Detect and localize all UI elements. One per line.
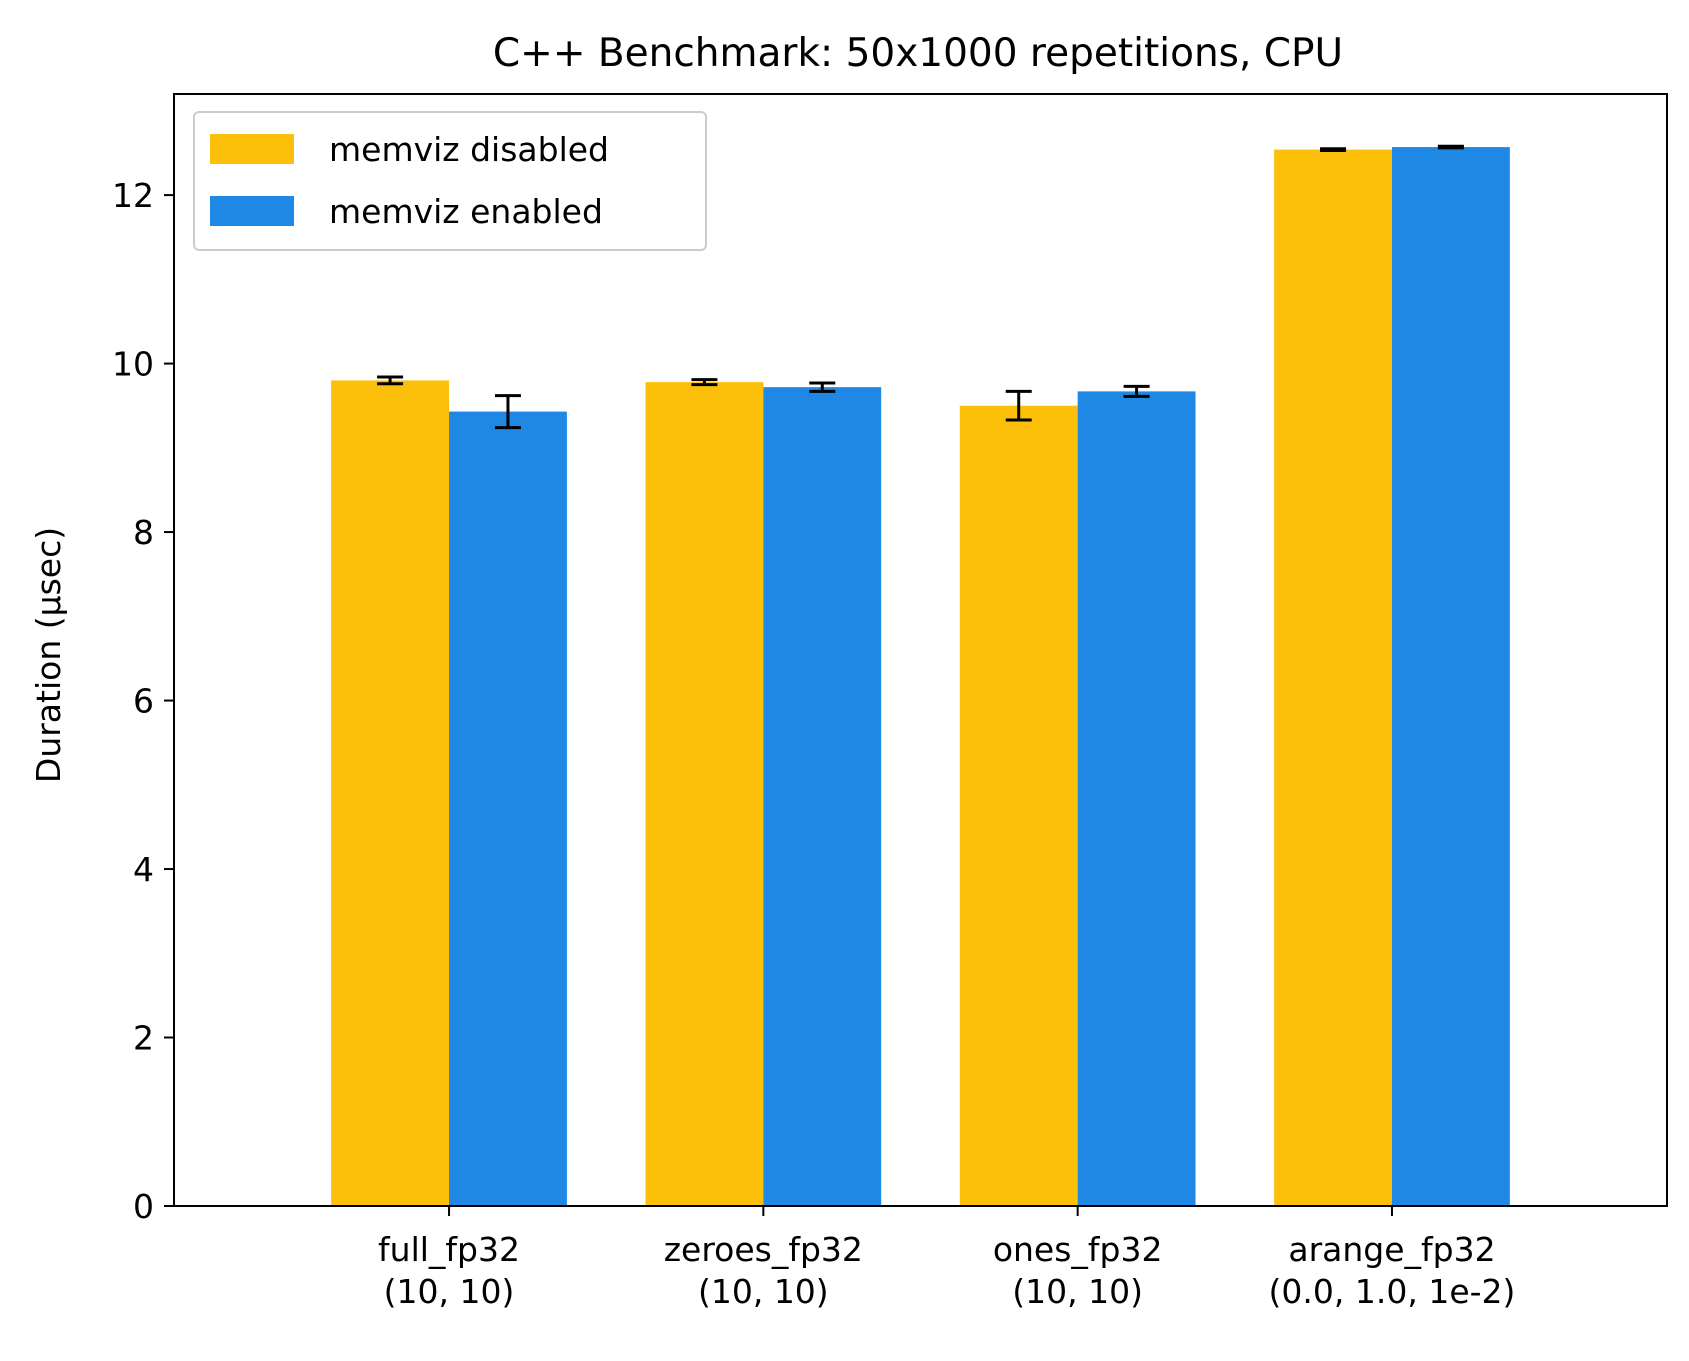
legend: memviz disabled memviz enabled <box>193 111 707 251</box>
y-tick-label: 12 <box>112 176 154 215</box>
bar-memviz-enabled-1 <box>763 387 882 1206</box>
legend-swatch <box>210 134 294 164</box>
x-tick-label: (0.0, 1.0, 1e-2) <box>1269 1272 1516 1311</box>
x-tick-label: arange_fp32 <box>1288 1230 1495 1269</box>
x-tick-label: zeroes_fp32 <box>664 1230 863 1269</box>
y-axis-label: Duration (µsec) <box>29 527 68 783</box>
x-tick-label: (10, 10) <box>1012 1272 1143 1311</box>
plot-area <box>331 144 1510 1207</box>
bar-memviz-enabled-0 <box>449 411 567 1207</box>
bar-memviz-enabled-3 <box>1391 147 1510 1206</box>
x-tick-label: ones_fp32 <box>993 1230 1163 1269</box>
x-tick-label: full_fp32 <box>378 1230 520 1269</box>
axes-frame <box>173 93 1668 1207</box>
y-tick-label: 4 <box>133 850 154 889</box>
bar-memviz-disabled-1 <box>645 382 764 1206</box>
y-tick-label: 2 <box>133 1019 154 1058</box>
y-tick-label: 8 <box>133 513 154 552</box>
bar-memviz-disabled-3 <box>1274 149 1392 1207</box>
legend-swatch <box>210 196 294 226</box>
legend-label: memviz disabled <box>329 130 609 169</box>
x-tick-label: (10, 10) <box>698 1272 829 1311</box>
legend-box <box>193 111 707 251</box>
y-tick-label: 0 <box>133 1187 154 1226</box>
bar-memviz-enabled-2 <box>1077 391 1196 1206</box>
y-tick-label: 10 <box>112 345 154 384</box>
x-tick-label: (10, 10) <box>384 1272 515 1311</box>
chart-title: C++ Benchmark: 50x1000 repetitions, CPU <box>493 31 1343 76</box>
bar-memviz-disabled-2 <box>959 405 1078 1206</box>
y-tick-label: 6 <box>133 682 154 721</box>
legend-label: memviz enabled <box>329 192 603 231</box>
bar-memviz-disabled-0 <box>331 380 450 1206</box>
